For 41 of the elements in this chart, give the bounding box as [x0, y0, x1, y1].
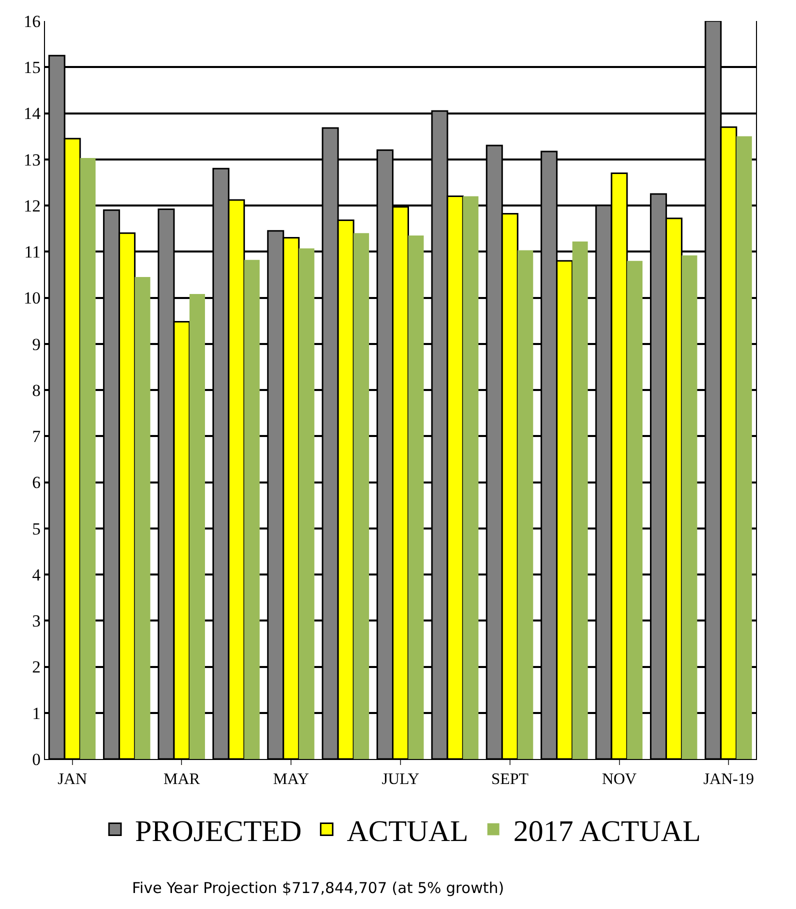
bar	[134, 276, 150, 759]
bar	[518, 250, 534, 759]
y-tick-label: 11	[24, 242, 41, 262]
y-tick-label: 1	[32, 704, 41, 723]
legend-label: PROJECTED	[135, 814, 302, 848]
x-tick-label: NOV	[602, 771, 638, 788]
y-tick-label: 4	[32, 565, 42, 584]
bar	[80, 158, 96, 759]
legend-label: 2017 ACTUAL	[513, 814, 701, 848]
y-tick-label: 3	[32, 612, 41, 631]
y-tick-label: 7	[32, 427, 42, 446]
x-tick-label: SEPT	[491, 771, 529, 788]
bar	[572, 241, 588, 759]
y-tick-label: 5	[32, 519, 41, 538]
y-tick-label: 15	[24, 58, 41, 78]
y-tick-label: 13	[24, 150, 41, 170]
y-tick-label: 12	[24, 196, 41, 216]
bar	[462, 196, 478, 759]
bar	[682, 255, 698, 759]
bar	[408, 235, 424, 759]
y-tick-label: 8	[32, 380, 41, 400]
bar	[298, 248, 314, 759]
bar	[627, 260, 643, 759]
y-tick-label: 2	[32, 658, 41, 677]
bar	[244, 260, 260, 759]
y-tick-label: 9	[32, 334, 41, 354]
bar	[736, 136, 752, 759]
bar	[354, 233, 370, 759]
x-tick-label: MAY	[273, 771, 310, 788]
x-tick-label: JULY	[382, 771, 420, 788]
x-tick-label: MAR	[164, 771, 200, 788]
y-tick-label: 6	[32, 473, 41, 492]
text: Five Year Projection $717,844,707 (at 5% growth)	[132, 879, 504, 897]
bar	[189, 294, 205, 759]
x-tick-label: JAN	[58, 771, 88, 788]
y-tick-label: 14	[24, 104, 42, 124]
y-tick-label: 0	[32, 750, 41, 769]
y-tick-label: 16	[24, 12, 41, 31]
y-tick-label: 10	[24, 288, 41, 308]
legend-label: ACTUAL	[346, 814, 468, 848]
x-tick-label: JAN-19	[703, 771, 754, 788]
